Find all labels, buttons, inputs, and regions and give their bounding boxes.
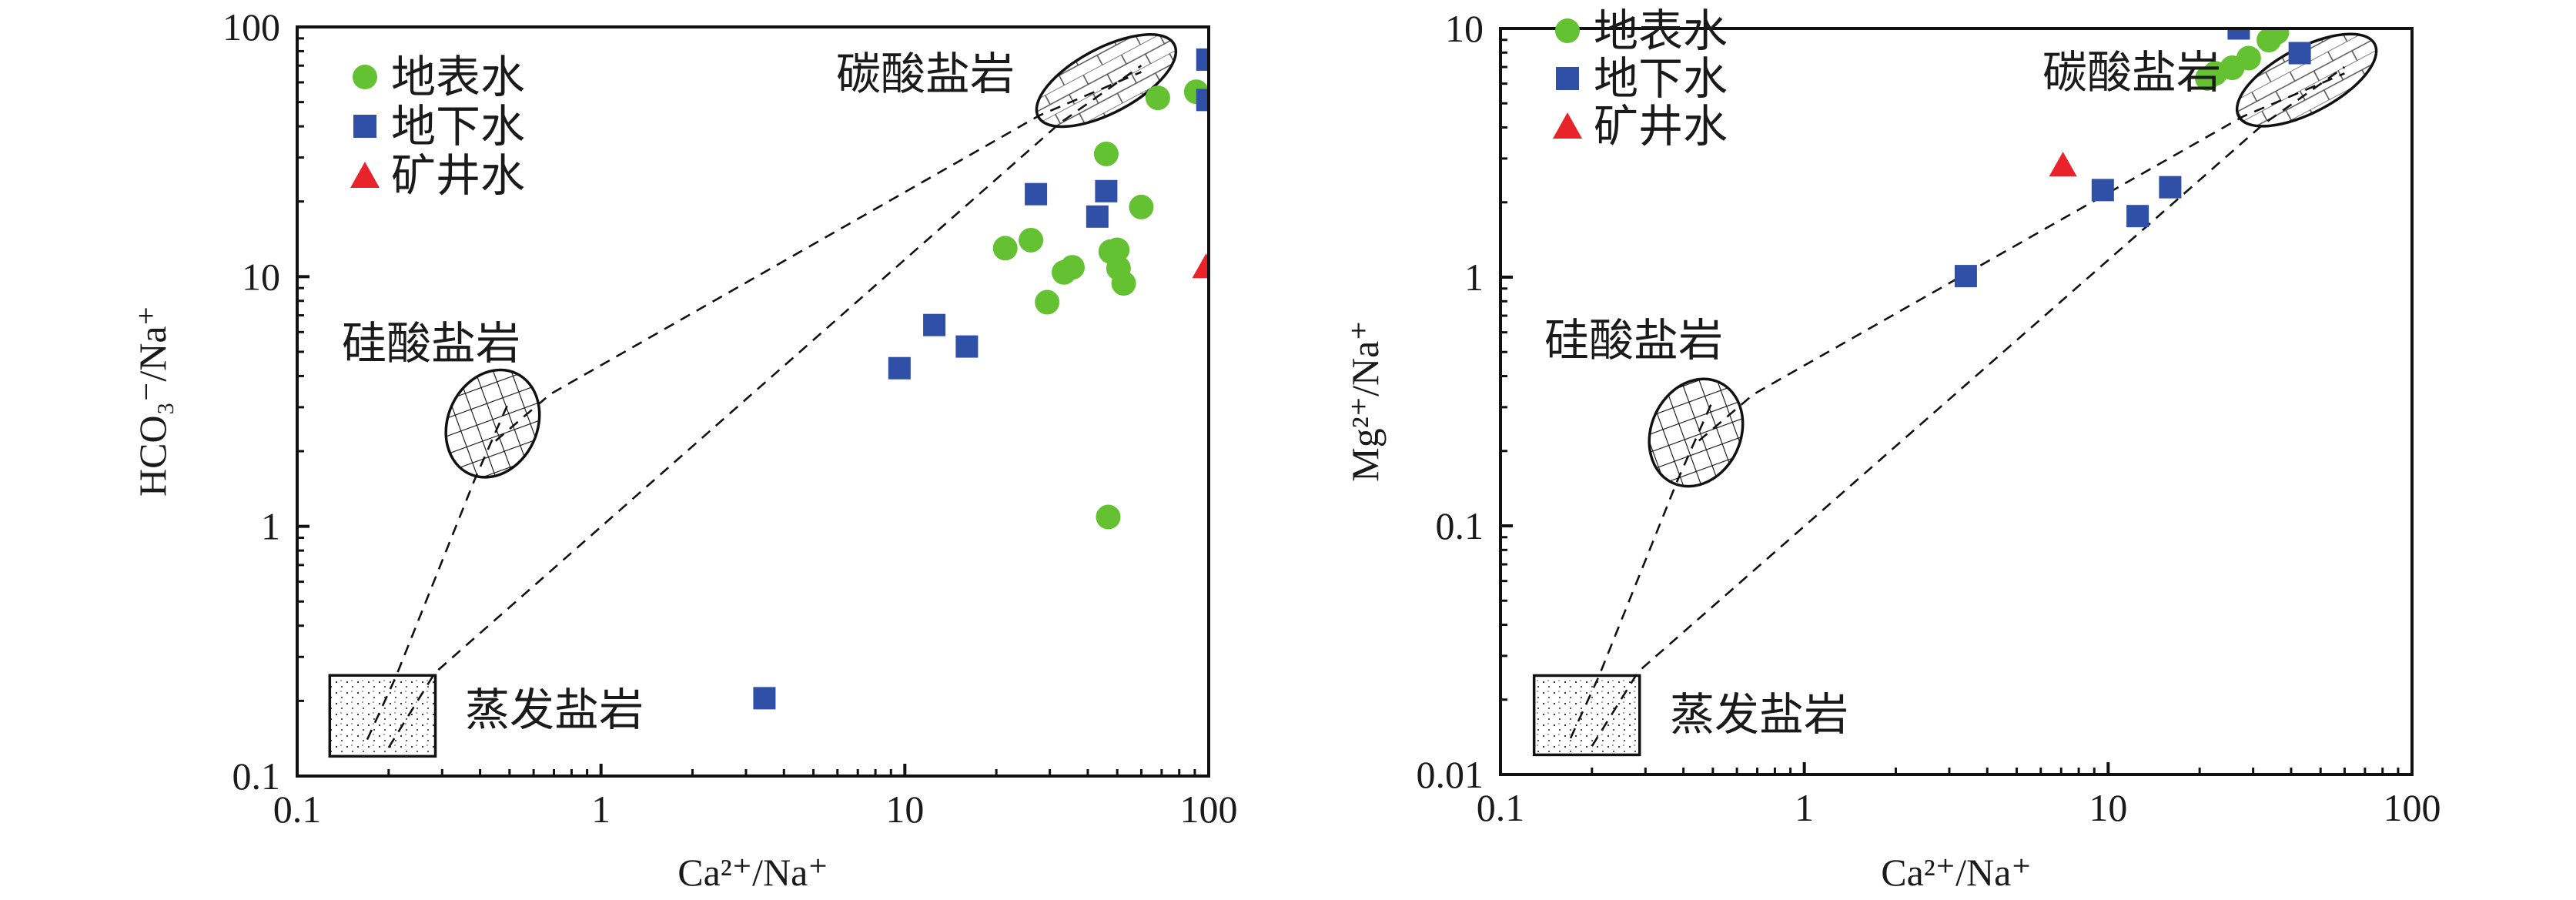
x-tick-label: 0.1: [1477, 786, 1525, 829]
legend-triangle-icon: [350, 162, 380, 188]
point-circle: [1019, 227, 1044, 253]
plot-frame: [1499, 27, 2414, 776]
legend-triangle-icon: [1553, 112, 1582, 139]
plot-frame: [296, 25, 1210, 778]
region-label: 蒸发盐岩: [1670, 690, 1848, 740]
x-tick-label: 100: [1180, 788, 1238, 831]
legend-circle-icon: [1555, 18, 1580, 43]
x-tick-label: 1: [591, 788, 611, 831]
point-square: [1196, 89, 1209, 112]
mixing-line: [1698, 72, 2345, 442]
point-circle: [1111, 271, 1136, 296]
region-crosshatch-ellipse: [1648, 377, 1745, 488]
point-circle: [1145, 85, 1170, 111]
point-circle: [2264, 28, 2290, 45]
point-square: [888, 356, 911, 380]
x-tick-label: 100: [2384, 786, 2441, 829]
point-square: [2227, 28, 2250, 40]
point-circle: [2236, 45, 2261, 71]
y-tick-label: 10: [242, 255, 280, 298]
y-axis-label: HCO₃⁻/Na⁺: [131, 306, 174, 497]
legend-label: 地下水: [391, 102, 525, 152]
point-triangle: [1192, 253, 1209, 279]
y-tick-label: 100: [222, 5, 280, 49]
x-tick-label: 0.1: [273, 788, 322, 831]
region-label: 蒸发盐岩: [465, 685, 644, 735]
legend-square-icon: [353, 115, 376, 138]
mixing-line: [366, 400, 511, 741]
region-crosshatch-ellipse: [444, 368, 541, 479]
y-tick-label: 0.1: [233, 754, 281, 798]
x-axis-label: Ca²⁺/Na⁺: [1881, 851, 2032, 894]
point-circle: [1035, 289, 1060, 315]
region-label: 碳酸盐岩: [836, 49, 1015, 99]
point-square: [2159, 176, 2182, 199]
plot-area: [1532, 28, 2378, 757]
y-tick-label: 10: [1445, 7, 1484, 50]
point-square: [955, 335, 979, 358]
plot-area: [328, 33, 1209, 758]
legend-label: 地表水: [391, 52, 525, 102]
region-label: 硅酸盐岩: [342, 319, 520, 369]
y-tick-label: 1: [1464, 256, 1484, 299]
point-square: [2126, 205, 2149, 228]
region-label: 硅酸盐岩: [1544, 316, 1723, 366]
mixing-line: [1591, 65, 2346, 747]
point-square: [1025, 182, 1048, 206]
region-brick-ellipse: [1035, 33, 1178, 129]
point-square: [923, 313, 946, 336]
mixing-line: [494, 71, 1142, 442]
x-axis-label: Ca²⁺/Na⁺: [677, 851, 828, 894]
x-tick-label: 10: [885, 788, 924, 831]
point-square: [753, 687, 776, 710]
region-label: 碳酸盐岩: [2042, 48, 2221, 98]
point-circle: [1129, 194, 1154, 219]
x-tick-label: 1: [1795, 786, 1814, 829]
y-tick-label: 1: [261, 505, 280, 548]
mixing-line: [387, 65, 1142, 748]
point-square: [1095, 179, 1118, 202]
legend-label: 矿井水: [1594, 102, 1728, 152]
point-circle: [1059, 255, 1085, 280]
legend-label: 矿井水: [391, 151, 525, 201]
point-square: [1196, 48, 1209, 71]
legend-square-icon: [1556, 67, 1579, 90]
region-dots-box: [328, 674, 437, 758]
point-circle: [1093, 141, 1119, 166]
legend-label: 地下水: [1594, 54, 1728, 104]
point-square: [1954, 265, 1977, 288]
y-tick-label: 0.1: [1436, 504, 1484, 547]
point-square: [2091, 179, 2114, 202]
point-square: [1086, 205, 1109, 228]
region-dots-box: [1532, 674, 1641, 757]
point-circle: [1096, 504, 1121, 530]
point-triangle: [2049, 152, 2077, 177]
y-axis-label: Mg²⁺/Na⁺: [1343, 320, 1387, 481]
x-tick-label: 10: [2089, 786, 2127, 829]
legend-circle-icon: [353, 65, 377, 89]
legend-label: 地表水: [1594, 6, 1728, 56]
point-square: [2288, 42, 2311, 65]
point-circle: [1105, 237, 1130, 263]
mixing-line: [1569, 400, 1715, 739]
point-circle: [992, 236, 1018, 261]
y-tick-label: 0.01: [1417, 753, 1484, 796]
